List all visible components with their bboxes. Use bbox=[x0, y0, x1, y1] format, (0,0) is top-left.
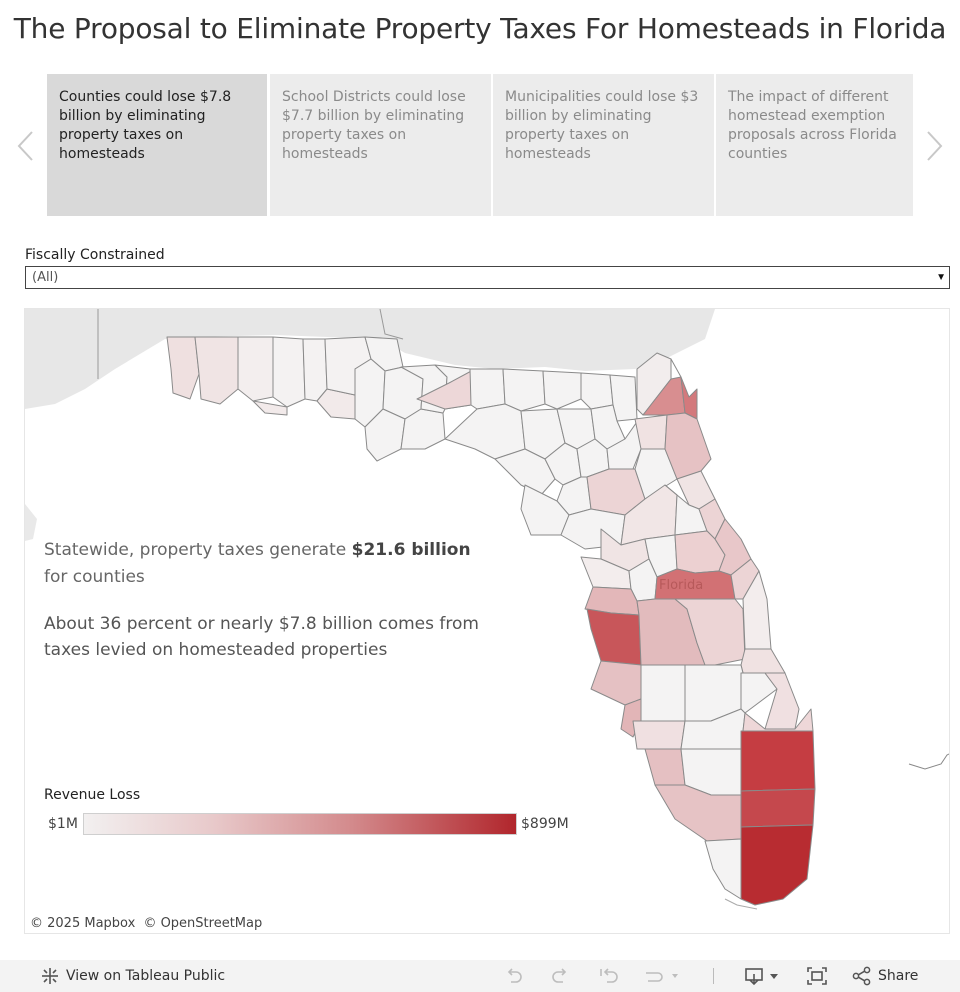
view-on-tableau-label: View on Tableau Public bbox=[66, 968, 226, 984]
neighboring-land bbox=[25, 309, 715, 409]
county bbox=[586, 608, 642, 666]
share-button[interactable]: Share bbox=[852, 960, 918, 992]
statement-amount: $21.6 billion bbox=[351, 540, 471, 560]
legend-max: $899M bbox=[521, 816, 569, 832]
redo-icon bbox=[552, 968, 567, 983]
story-prev-button[interactable] bbox=[14, 126, 36, 166]
toolbar-divider bbox=[713, 960, 714, 992]
map-canvas bbox=[25, 309, 949, 910]
county bbox=[590, 660, 642, 706]
download-icon bbox=[745, 968, 778, 986]
refresh-icon bbox=[646, 972, 678, 982]
county bbox=[469, 368, 506, 410]
county bbox=[542, 370, 582, 410]
state-border bbox=[379, 309, 404, 340]
statement-suffix: for counties bbox=[44, 567, 145, 587]
legend-min: $1M bbox=[48, 816, 78, 832]
legend-title: Revenue Loss bbox=[44, 787, 141, 803]
fullscreen-icon bbox=[807, 967, 827, 985]
coastline-shading bbox=[25, 504, 37, 541]
story-point-counties[interactable]: Counties could lose $7.8 billion by elim… bbox=[47, 74, 267, 216]
filter-label: Fiscally Constrained bbox=[25, 247, 165, 263]
county bbox=[252, 400, 288, 416]
tableau-logo-icon bbox=[40, 966, 60, 986]
tableau-toolbar: View on Tableau Public bbox=[0, 960, 960, 992]
florida-keys bbox=[724, 898, 758, 910]
story-point-label: Counties could lose $7.8 billion by elim… bbox=[59, 89, 232, 162]
county bbox=[740, 648, 786, 674]
revert-icon bbox=[600, 968, 618, 983]
fiscally-constrained-select[interactable]: (All) ▼ bbox=[25, 266, 950, 289]
osm-attribution-link[interactable]: © OpenStreetMap bbox=[143, 916, 263, 931]
county bbox=[742, 570, 772, 650]
county bbox=[654, 784, 742, 842]
county bbox=[740, 824, 814, 906]
story-point-label: School Districts could lose $7.7 billion… bbox=[282, 89, 466, 162]
homestead-statement: About 36 percent or nearly $7.8 billion … bbox=[44, 614, 479, 660]
dropdown-caret-icon: ▼ bbox=[936, 272, 946, 283]
county bbox=[609, 374, 638, 422]
undo-icon bbox=[507, 968, 522, 983]
mapbox-attribution-link[interactable]: © 2025 Mapbox bbox=[30, 916, 136, 931]
chevron-right-icon bbox=[927, 131, 943, 161]
county bbox=[740, 672, 778, 714]
story-point-municipalities[interactable]: Municipalities could lose $3 billion by … bbox=[493, 74, 714, 216]
share-icon bbox=[852, 966, 872, 986]
bahamas-coast bbox=[908, 753, 949, 770]
county bbox=[632, 720, 686, 750]
county bbox=[670, 358, 698, 420]
county bbox=[640, 664, 686, 722]
county bbox=[580, 372, 614, 410]
county bbox=[644, 748, 686, 786]
undo-button[interactable] bbox=[503, 960, 523, 992]
story-point-exemption-proposals[interactable]: The impact of different homestead exempt… bbox=[716, 74, 913, 216]
county bbox=[302, 338, 328, 402]
statement-prefix: Statewide, property taxes generate bbox=[44, 540, 352, 560]
map-attribution: © 2025 Mapbox © OpenStreetMap bbox=[30, 916, 262, 931]
county bbox=[444, 403, 526, 460]
share-label: Share bbox=[878, 968, 919, 984]
county bbox=[704, 838, 742, 900]
county-shapes bbox=[166, 336, 816, 906]
county bbox=[272, 336, 306, 408]
county bbox=[166, 336, 200, 400]
county bbox=[740, 730, 816, 792]
story-point-school-districts[interactable]: School Districts could lose $7.7 billion… bbox=[270, 74, 491, 216]
story-point-label: Municipalities could lose $3 billion by … bbox=[505, 89, 699, 162]
state-label: Florida bbox=[659, 578, 704, 593]
story-point-label: The impact of different homestead exempt… bbox=[728, 89, 897, 162]
redo-button[interactable] bbox=[551, 960, 571, 992]
county bbox=[502, 368, 546, 412]
county bbox=[237, 336, 274, 402]
view-on-tableau-button[interactable]: View on Tableau Public bbox=[40, 960, 225, 992]
statewide-statement: Statewide, property taxes generate $21.6… bbox=[44, 537, 474, 591]
story-next-button[interactable] bbox=[924, 126, 946, 166]
legend-color-ramp bbox=[83, 813, 517, 835]
county bbox=[740, 788, 816, 828]
county bbox=[634, 414, 668, 450]
county bbox=[194, 336, 239, 405]
page-title: The Proposal to Eliminate Property Taxes… bbox=[13, 12, 947, 45]
revert-button[interactable] bbox=[598, 960, 620, 992]
fullscreen-button[interactable] bbox=[806, 960, 828, 992]
filter-value: (All) bbox=[32, 270, 59, 285]
download-button[interactable] bbox=[744, 960, 782, 992]
refresh-button[interactable] bbox=[642, 960, 678, 992]
chevron-left-icon bbox=[17, 131, 33, 161]
